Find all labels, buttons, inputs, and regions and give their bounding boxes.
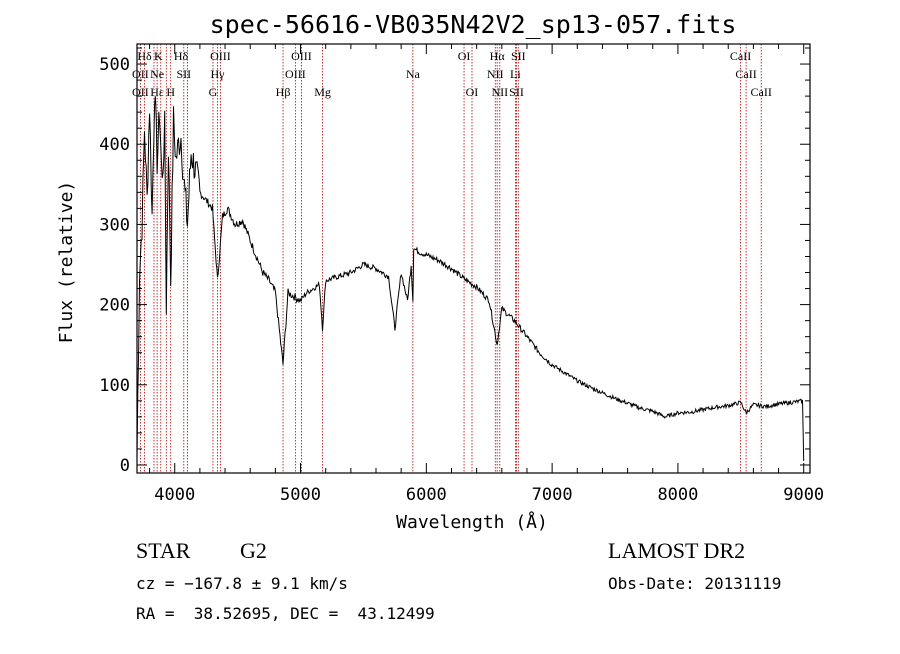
spectral-line-label: G <box>209 85 218 99</box>
spectral-line-label: SII <box>511 49 526 63</box>
spectral-line-label: CaII <box>730 49 751 63</box>
spectral-line-label: OIII <box>291 49 312 63</box>
spectral-line-markers <box>139 44 762 473</box>
spectral-line-label: Hε <box>150 85 164 99</box>
spectral-line-label: K <box>154 49 163 63</box>
spectral-line-label: Ne <box>150 67 164 81</box>
spectral-line-label: OI <box>458 49 471 63</box>
x-axis-label: Wavelength (Å) <box>396 511 548 533</box>
spectral-line-label: OII <box>132 67 149 81</box>
spectral-line-label: OI <box>466 85 479 99</box>
x-tick-label: 7000 <box>532 485 573 505</box>
spectral-line-label: CaII <box>735 67 756 81</box>
spectral-line-label: OIII <box>210 49 231 63</box>
plot-frame <box>136 43 811 474</box>
spectral-line-label: NII <box>491 85 508 99</box>
spectral-line-label: Mg <box>314 85 331 99</box>
y-tick-label: 0 <box>120 456 130 476</box>
spectrum-line <box>136 96 805 462</box>
spectral-line-label: NII <box>487 67 504 81</box>
spectral-line-label: H <box>166 85 175 99</box>
x-axis: 4000 5000 6000 7000 8000 9000 <box>149 44 824 505</box>
spectral-line-label: Hδ <box>174 49 189 63</box>
y-tick-label: 100 <box>99 376 130 396</box>
survey-name: LAMOST DR2 <box>608 538 746 563</box>
spectral-line-label: Li <box>510 67 521 81</box>
y-tick-label: 400 <box>99 135 130 155</box>
y-tick-label: 500 <box>99 55 130 75</box>
y-axis: 0 100 200 300 400 500 <box>99 47 810 476</box>
ra-dec-text: RA = 38.52695, DEC = 43.12499 <box>136 604 435 623</box>
x-tick-label: 8000 <box>657 485 698 505</box>
redshift-text: cz = −167.8 ± 9.1 km/s <box>136 574 348 593</box>
spectral-line-label: Hδ <box>137 49 152 63</box>
obs-date-text: Obs-Date: 20131119 <box>608 574 782 593</box>
object-class: STAR <box>136 538 191 563</box>
x-tick-label: 9000 <box>783 485 824 505</box>
spectral-line-label: Hβ <box>276 85 291 99</box>
spectral-line-label: OIII <box>285 67 306 81</box>
y-tick-label: 300 <box>99 215 130 235</box>
spectral-line-label: Hγ <box>211 67 226 81</box>
spectral-line-label: OII <box>132 85 149 99</box>
y-tick-label: 200 <box>99 296 130 316</box>
spectral-line-label: CaII <box>751 85 772 99</box>
x-tick-label: 5000 <box>280 485 321 505</box>
spectral-line-label: SII <box>509 85 524 99</box>
spectral-line-label: Na <box>406 67 421 81</box>
spectral-line-label: SII <box>176 67 191 81</box>
object-subclass: G2 <box>240 538 267 563</box>
y-axis-label: Flux (relative) <box>56 181 77 344</box>
x-tick-label: 6000 <box>406 485 447 505</box>
x-tick-label: 4000 <box>154 485 195 505</box>
spectral-line-label: Hα <box>490 49 506 63</box>
chart-title: spec-56616-VB035N42V2_sp13-057.fits <box>210 10 737 39</box>
